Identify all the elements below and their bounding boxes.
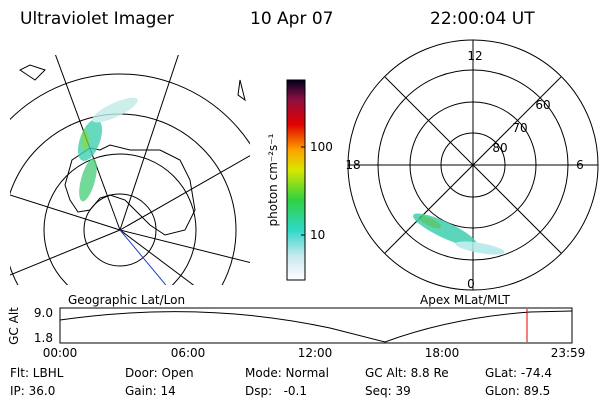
info-field: Door: Open xyxy=(125,366,194,380)
colorbar-tick: 100 xyxy=(310,140,333,154)
mlt-label: 18 xyxy=(345,158,360,172)
lat-label: 70 xyxy=(512,121,527,135)
altitude-label: GC Alt xyxy=(7,307,21,345)
time-label: 06:00 xyxy=(171,346,206,360)
mlt-label: 0 xyxy=(467,277,475,291)
panel-caption: Apex MLat/MLT xyxy=(420,293,510,307)
info-field: GC Alt: 8.8 Re xyxy=(365,366,449,380)
time-label: 18:00 xyxy=(425,346,460,360)
altitude-tick: 1.8 xyxy=(34,331,53,345)
mlt-label: 12 xyxy=(467,49,482,63)
time: 22:00:04 UT xyxy=(430,9,535,29)
info-field: Seq: 39 xyxy=(365,384,411,398)
altitude-tick: 9.0 xyxy=(34,306,53,320)
colorbar-label: photon cm⁻²s⁻¹ xyxy=(266,133,280,226)
info-field: GLon: 89.5 xyxy=(485,384,550,398)
colorbar xyxy=(286,79,306,281)
lat-label: 60 xyxy=(535,98,550,112)
lat-label: 80 xyxy=(492,141,507,155)
time-label: 23:59 xyxy=(551,346,586,360)
geographic-map xyxy=(10,55,250,285)
panel-caption: Geographic Lat/Lon xyxy=(68,293,185,307)
mlt-label: 6 xyxy=(576,158,584,172)
title: Ultraviolet Imager xyxy=(20,9,174,29)
date: 10 Apr 07 xyxy=(250,9,333,29)
magnetic-map xyxy=(347,39,599,291)
time-label: 00:00 xyxy=(43,346,78,360)
info-field: GLat: -74.4 xyxy=(485,366,552,380)
colorbar-tick: 10 xyxy=(310,228,325,242)
info-field: IP: 36.0 xyxy=(10,384,55,398)
time-label: 12:00 xyxy=(298,346,333,360)
altitude-plot xyxy=(59,307,573,344)
info-field: Mode: Normal xyxy=(245,366,329,380)
info-field: Gain: 14 xyxy=(125,384,176,398)
info-field: Flt: LBHL xyxy=(10,366,64,380)
info-field: Dsp: -0.1 xyxy=(245,384,307,398)
